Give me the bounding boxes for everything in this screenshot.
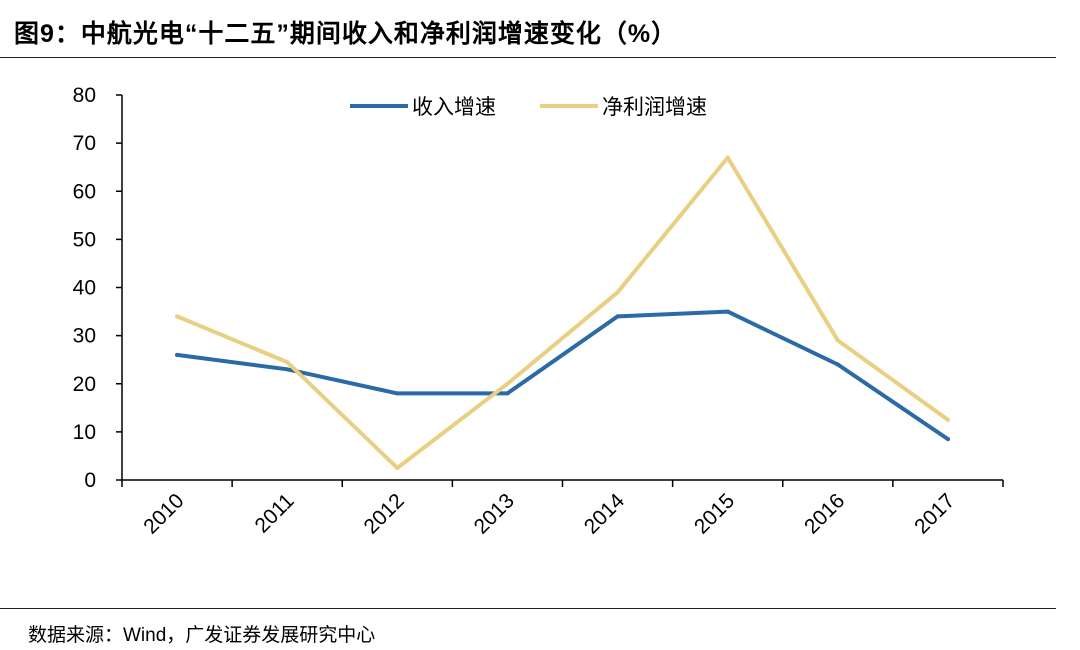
y-tick-label: 40 — [73, 277, 96, 300]
y-tick-label: 10 — [73, 421, 96, 444]
data-point — [835, 338, 840, 343]
x-tick-label: 2015 — [690, 489, 739, 538]
data-point — [505, 381, 510, 386]
x-tick-label: 2012 — [360, 489, 409, 538]
x-tick-label: 2011 — [251, 489, 299, 537]
y-tick-label: 80 — [73, 84, 96, 107]
chart-title: 图9：中航光电“十二五”期间收入和净利润增速变化（%） — [14, 20, 678, 48]
x-tick-label: 2010 — [139, 489, 188, 538]
line-chart: 0 10 20 30 40 50 60 70 80 2010 2011 2012 2013 2014 201… — [73, 84, 1004, 539]
y-tick-label: 70 — [73, 132, 96, 155]
data-point — [945, 437, 950, 442]
data-point — [725, 309, 730, 314]
series-line-revenue-growth — [175, 309, 950, 442]
y-tick-label: 20 — [73, 373, 96, 396]
source-divider — [0, 608, 1056, 609]
y-tick-label: 30 — [73, 325, 96, 348]
data-point — [395, 391, 400, 396]
data-point — [285, 367, 290, 372]
data-point — [175, 314, 180, 319]
y-tick-label: 50 — [73, 228, 96, 251]
data-point — [725, 155, 730, 160]
series-line-net-profit-growth — [175, 155, 950, 470]
data-point — [835, 362, 840, 367]
data-point — [615, 290, 620, 295]
title-divider — [0, 57, 1056, 58]
legend: 收入增速 净利润增速 — [350, 95, 707, 119]
data-point — [505, 391, 510, 396]
source-note: 数据来源：Wind，广发证券发展研究中心 — [28, 625, 376, 646]
y-tick-label: 0 — [84, 469, 96, 492]
x-tick-label: 2016 — [800, 489, 849, 538]
y-tick-label: 60 — [73, 180, 96, 203]
x-tick-label: 2017 — [910, 489, 959, 538]
data-point — [175, 352, 180, 357]
axes: 0 10 20 30 40 50 60 70 80 2010 2011 2012 2013 2014 201… — [73, 84, 1004, 539]
legend-label: 净利润增速 — [602, 95, 707, 119]
series-layer — [175, 155, 950, 470]
data-point — [395, 465, 400, 470]
x-tick-label: 2014 — [580, 489, 630, 539]
data-point — [285, 360, 290, 365]
x-tick-label: 2013 — [470, 489, 519, 538]
legend-label: 收入增速 — [412, 95, 496, 119]
data-point — [615, 314, 620, 319]
data-point — [945, 417, 950, 422]
